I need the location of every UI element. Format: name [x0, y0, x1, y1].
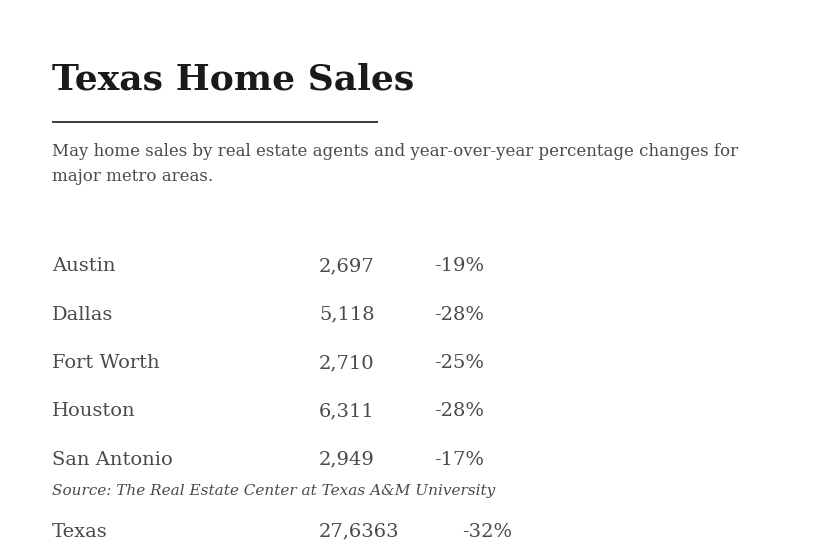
Text: 6,311: 6,311 [319, 402, 375, 421]
Text: 2,710: 2,710 [319, 354, 374, 372]
Text: Texas Home Sales: Texas Home Sales [52, 63, 414, 97]
Text: -25%: -25% [434, 354, 484, 372]
Text: 5,118: 5,118 [319, 306, 374, 323]
Text: Source: The Real Estate Center at Texas A&M University: Source: The Real Estate Center at Texas … [52, 483, 496, 497]
Text: Houston: Houston [52, 402, 135, 421]
Text: 2,697: 2,697 [319, 258, 375, 275]
Text: -28%: -28% [434, 402, 484, 421]
Text: Texas: Texas [52, 523, 108, 540]
Text: -28%: -28% [434, 306, 484, 323]
Text: 2,949: 2,949 [319, 451, 375, 469]
Text: -19%: -19% [434, 258, 484, 275]
Text: Dallas: Dallas [52, 306, 114, 323]
Text: -17%: -17% [434, 451, 484, 469]
Text: -32%: -32% [462, 523, 512, 540]
Text: San Antonio: San Antonio [52, 451, 173, 469]
Text: 27,6363: 27,6363 [319, 523, 400, 540]
Text: May home sales by real estate agents and year-over-year percentage changes for
m: May home sales by real estate agents and… [52, 143, 738, 185]
Text: Fort Worth: Fort Worth [52, 354, 159, 372]
Text: Austin: Austin [52, 258, 115, 275]
